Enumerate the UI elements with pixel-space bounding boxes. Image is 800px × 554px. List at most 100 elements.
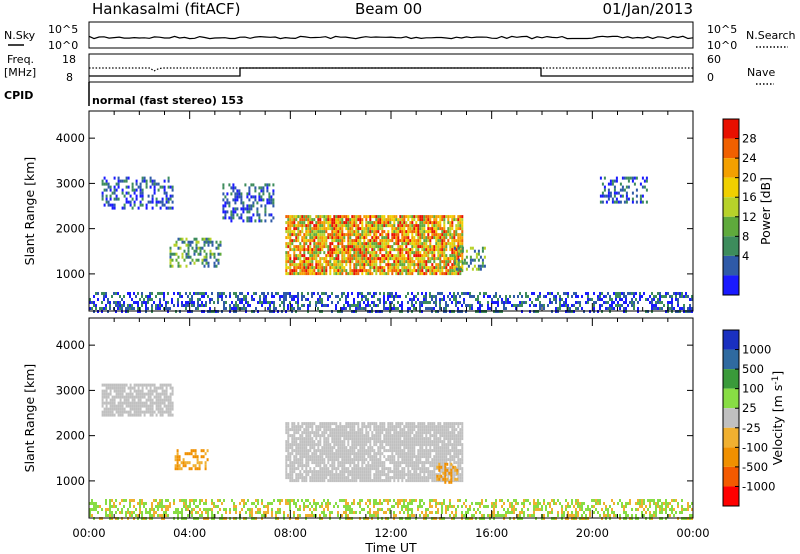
data-cell — [125, 401, 128, 405]
data-cell — [441, 470, 444, 474]
data-cell — [391, 269, 394, 273]
data-cell — [303, 242, 306, 246]
data-cell — [433, 224, 436, 228]
data-cell — [161, 410, 164, 414]
data-cell — [453, 245, 456, 249]
data-cell — [439, 269, 442, 273]
data-cell — [153, 410, 156, 414]
data-cell — [393, 221, 396, 225]
data-cell — [315, 452, 318, 456]
data-cell — [427, 470, 430, 474]
data-cell — [367, 431, 370, 435]
data-cell — [433, 260, 436, 264]
data-cell — [311, 269, 314, 273]
data-cell — [329, 455, 332, 459]
data-cell — [351, 260, 354, 264]
data-cell — [453, 476, 456, 480]
data-cell — [357, 304, 359, 307]
data-cell — [453, 292, 455, 295]
data-cell — [359, 251, 362, 255]
data-cell — [319, 455, 322, 459]
data-cell — [329, 425, 332, 429]
data-cell — [109, 413, 112, 417]
data-cell — [301, 239, 304, 243]
data-cell — [599, 295, 601, 298]
data-cell — [311, 473, 314, 477]
data-cell — [217, 298, 219, 301]
data-cell — [293, 272, 296, 276]
data-cell — [389, 479, 392, 483]
data-cell — [289, 452, 292, 456]
data-cell — [161, 185, 164, 189]
data-cell — [353, 440, 356, 444]
data-cell — [485, 292, 487, 295]
data-cell — [393, 479, 396, 483]
data-cell — [425, 251, 428, 255]
data-cell — [367, 224, 370, 228]
data-cell — [175, 243, 178, 247]
data-cell — [149, 401, 152, 405]
data-cell — [245, 298, 247, 301]
data-cell — [157, 386, 160, 390]
data-cell — [209, 301, 211, 304]
data-cell — [341, 446, 344, 450]
data-cell — [155, 386, 158, 390]
data-cell — [353, 437, 356, 441]
data-cell — [165, 197, 168, 201]
data-cell — [461, 476, 464, 480]
data-cell — [399, 227, 402, 231]
data-cell — [182, 458, 185, 462]
data-cell — [421, 304, 423, 307]
data-cell — [241, 301, 243, 304]
data-cell — [437, 269, 440, 273]
data-cell — [393, 254, 396, 258]
data-cell — [175, 252, 178, 256]
data-cell — [303, 266, 306, 270]
data-cell — [377, 479, 380, 483]
data-cell — [363, 440, 366, 444]
data-cell — [365, 227, 368, 231]
data-cell — [429, 260, 432, 264]
data-cell — [347, 248, 350, 252]
data-cell — [435, 301, 437, 304]
nsearch-label: N.Search — [746, 29, 796, 42]
data-cell — [441, 464, 444, 468]
data-cell — [349, 260, 352, 264]
data-cell — [345, 218, 348, 222]
data-cell — [266, 198, 269, 202]
data-cell — [439, 266, 442, 270]
data-cell — [657, 301, 659, 304]
data-cell — [265, 298, 267, 301]
data-cell — [323, 227, 326, 231]
data-cell — [365, 449, 368, 453]
data-cell — [353, 301, 355, 304]
data-cell — [311, 239, 314, 243]
data-cell — [377, 461, 380, 465]
data-cell — [139, 203, 142, 207]
data-cell — [345, 452, 348, 456]
data-cell — [329, 422, 332, 426]
data-cell — [481, 261, 484, 265]
data-cell — [240, 201, 243, 205]
data-cell — [417, 440, 420, 444]
data-cell — [149, 398, 152, 402]
data-cell — [349, 248, 352, 252]
data-cell — [234, 201, 237, 205]
data-cell — [645, 298, 647, 301]
data-cell — [361, 470, 364, 474]
data-cell — [379, 215, 382, 219]
data-cell — [609, 295, 611, 298]
data-cell — [119, 301, 121, 304]
data-cell — [383, 304, 385, 307]
data-cell — [641, 194, 644, 198]
data-cell — [391, 227, 394, 231]
data-cell — [313, 446, 316, 450]
data-cell — [555, 295, 557, 298]
data-cell — [121, 410, 124, 414]
data-cell — [435, 298, 437, 301]
data-cell — [343, 236, 346, 240]
data-cell — [345, 227, 348, 231]
data-cell — [262, 189, 265, 193]
data-cell — [419, 242, 422, 246]
data-cell — [291, 479, 294, 483]
